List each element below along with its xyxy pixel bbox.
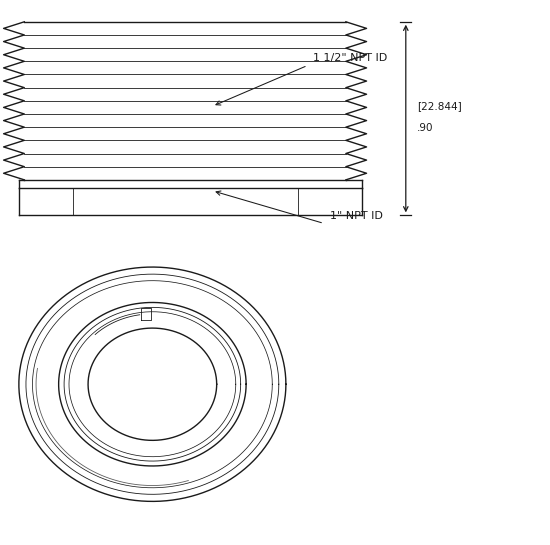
Text: [22.844]: [22.844] (417, 101, 461, 112)
Text: .90: .90 (417, 123, 433, 134)
Text: 1 1/2" NPT ID: 1 1/2" NPT ID (313, 53, 387, 63)
Text: 1" NPT ID: 1" NPT ID (329, 211, 382, 221)
